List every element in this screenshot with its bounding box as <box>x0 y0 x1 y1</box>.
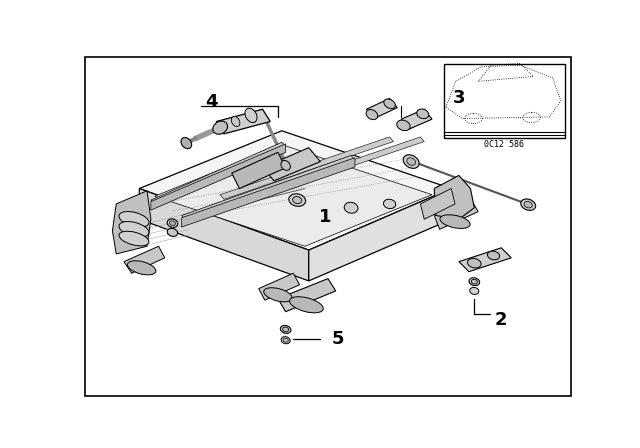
Polygon shape <box>232 152 285 189</box>
Ellipse shape <box>440 215 470 228</box>
Ellipse shape <box>264 288 292 302</box>
Polygon shape <box>278 279 336 312</box>
Polygon shape <box>435 176 474 220</box>
Ellipse shape <box>289 194 305 207</box>
Ellipse shape <box>231 116 240 127</box>
Polygon shape <box>220 137 394 199</box>
Text: 4: 4 <box>205 92 217 111</box>
Ellipse shape <box>167 219 178 228</box>
Polygon shape <box>124 246 164 273</box>
Text: 1: 1 <box>319 208 331 226</box>
Ellipse shape <box>467 258 481 268</box>
Ellipse shape <box>469 278 479 286</box>
Polygon shape <box>182 158 355 227</box>
Polygon shape <box>251 137 424 199</box>
Ellipse shape <box>521 199 536 211</box>
Ellipse shape <box>170 221 175 225</box>
Ellipse shape <box>119 231 149 246</box>
Ellipse shape <box>181 138 191 149</box>
Polygon shape <box>155 145 432 246</box>
Polygon shape <box>151 144 285 210</box>
Polygon shape <box>420 189 455 220</box>
Text: 5: 5 <box>332 330 344 348</box>
Polygon shape <box>401 109 432 129</box>
Ellipse shape <box>524 202 532 208</box>
Ellipse shape <box>292 197 302 203</box>
Polygon shape <box>367 99 397 118</box>
Polygon shape <box>459 248 511 271</box>
Ellipse shape <box>283 338 288 342</box>
Ellipse shape <box>280 325 291 333</box>
Ellipse shape <box>167 228 178 237</box>
Text: 2: 2 <box>495 311 508 329</box>
Ellipse shape <box>283 327 289 332</box>
Ellipse shape <box>417 109 429 119</box>
Ellipse shape <box>366 110 378 120</box>
Ellipse shape <box>407 158 415 165</box>
Polygon shape <box>435 198 478 229</box>
Ellipse shape <box>384 99 396 108</box>
Polygon shape <box>182 155 355 220</box>
Text: 3: 3 <box>452 90 465 108</box>
Text: 0C12 586: 0C12 586 <box>484 140 524 149</box>
Ellipse shape <box>383 199 396 209</box>
Ellipse shape <box>470 288 479 294</box>
Polygon shape <box>259 273 300 300</box>
Ellipse shape <box>403 155 419 168</box>
Ellipse shape <box>397 120 410 131</box>
Polygon shape <box>140 131 451 250</box>
Polygon shape <box>151 142 285 204</box>
Ellipse shape <box>245 108 257 123</box>
Ellipse shape <box>290 297 323 313</box>
Polygon shape <box>113 191 151 254</box>
Ellipse shape <box>213 121 228 134</box>
Polygon shape <box>140 189 308 281</box>
Ellipse shape <box>119 221 149 237</box>
Bar <box>444 64 564 138</box>
Ellipse shape <box>344 202 358 213</box>
Ellipse shape <box>471 280 477 284</box>
Ellipse shape <box>127 261 156 275</box>
Ellipse shape <box>281 160 291 170</box>
Ellipse shape <box>119 211 149 227</box>
Ellipse shape <box>488 251 500 260</box>
Polygon shape <box>262 148 320 181</box>
Polygon shape <box>308 189 451 281</box>
Ellipse shape <box>281 336 290 344</box>
Polygon shape <box>216 109 270 134</box>
